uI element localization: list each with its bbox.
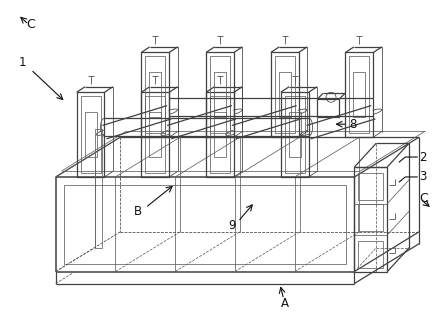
Bar [94, 129, 102, 248]
Text: 8: 8 [350, 118, 357, 131]
Bar [346, 52, 373, 137]
Bar [206, 92, 234, 177]
Text: 9: 9 [228, 219, 236, 232]
Bar [81, 96, 101, 173]
Bar [317, 99, 339, 117]
Bar [350, 56, 369, 133]
Bar [77, 92, 105, 177]
Bar [358, 205, 383, 231]
Bar [206, 52, 234, 137]
Bar [141, 92, 169, 177]
Text: A: A [281, 297, 289, 310]
Bar [149, 72, 161, 117]
Bar [358, 241, 383, 268]
Bar [141, 52, 169, 137]
Bar [145, 96, 165, 173]
Bar [289, 112, 301, 157]
Text: 2: 2 [419, 150, 427, 164]
Text: 1: 1 [19, 56, 27, 69]
Bar [214, 112, 226, 157]
Bar [281, 92, 309, 177]
Bar [275, 56, 295, 133]
Text: C: C [419, 192, 428, 206]
Text: B: B [134, 205, 142, 218]
Bar [358, 173, 383, 200]
Bar [210, 96, 230, 173]
Bar [285, 96, 305, 173]
Bar [279, 72, 291, 117]
Bar [214, 72, 226, 117]
Bar [210, 56, 230, 133]
Bar [145, 56, 165, 133]
Text: C: C [27, 18, 35, 31]
Bar [64, 185, 346, 264]
Bar [149, 112, 161, 157]
Bar [271, 52, 299, 137]
Bar [354, 167, 387, 272]
Bar [354, 72, 365, 117]
Text: 3: 3 [419, 170, 427, 184]
Bar [85, 112, 97, 157]
